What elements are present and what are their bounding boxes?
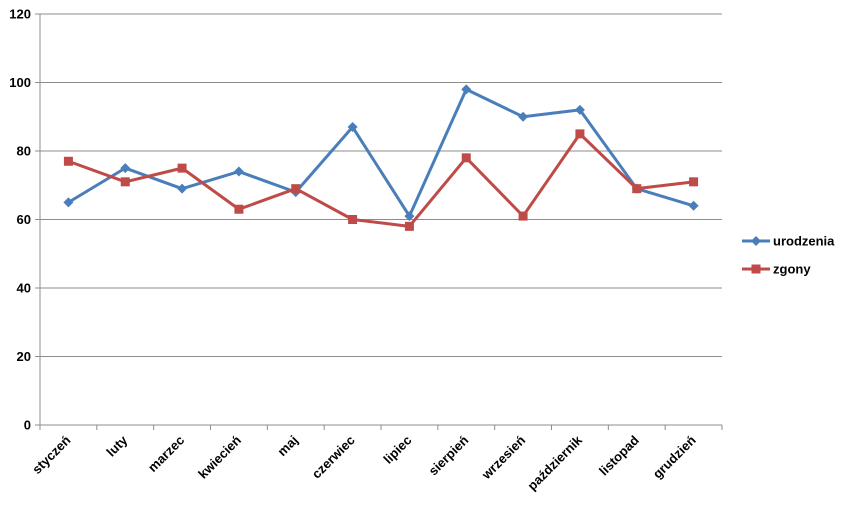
data-point-zgony	[63, 156, 73, 166]
x-tick-label: marzec	[145, 433, 187, 475]
series-line-urodzenia	[67, 87, 695, 218]
x-tick-label: kwiecień	[195, 432, 244, 481]
x-tick-label: sierpień	[426, 432, 472, 478]
data-point-zgony	[348, 215, 358, 224]
data-point-urodzenia	[120, 163, 131, 174]
legend: urodzenia zgony	[742, 234, 835, 277]
x-tick-label: lipiec	[380, 433, 414, 467]
data-point-urodzenia	[404, 211, 415, 222]
data-point-urodzenia	[233, 166, 244, 177]
y-tick-label: 60	[17, 212, 31, 227]
x-tick-label: październik	[524, 432, 585, 493]
x-tick-label: luty	[103, 432, 130, 459]
legend-marker-urodzenia	[751, 236, 761, 246]
legend-marker-zgony	[751, 264, 761, 274]
gridlines	[40, 13, 722, 357]
data-point-urodzenia	[518, 111, 529, 122]
data-point-zgony	[291, 184, 301, 194]
data-point-urodzenia	[461, 84, 472, 95]
data-point-zgony	[575, 129, 585, 139]
x-axis-ticks: styczeń luty marzec kwiecień maj czerwiec lipi…	[29, 425, 723, 493]
x-tick-label: czerwiec	[309, 433, 358, 482]
y-axis-ticks: 0 20 40 60 80 100 120	[9, 7, 40, 433]
y-tick-label: 40	[17, 281, 31, 296]
data-point-zgony	[234, 204, 244, 214]
x-tick-label: styczeń	[29, 432, 73, 476]
data-point-urodzenia	[574, 104, 585, 115]
y-tick-label: 80	[17, 144, 31, 159]
data-point-zgony	[120, 177, 130, 187]
y-tick-label: 100	[9, 75, 31, 90]
series-group	[63, 84, 699, 231]
y-tick-label: 120	[9, 7, 31, 22]
legend-label-zgony: zgony	[773, 262, 811, 277]
data-point-zgony	[461, 153, 471, 163]
data-point-urodzenia	[63, 197, 74, 208]
x-tick-label: grudzień	[650, 432, 699, 481]
x-tick-label: wrzesień	[478, 432, 528, 482]
data-point-urodzenia	[177, 183, 188, 194]
data-point-urodzenia	[347, 122, 358, 133]
legend-label-urodzenia: urodzenia	[773, 234, 835, 249]
y-tick-label: 0	[24, 418, 31, 433]
data-point-zgony	[689, 177, 699, 187]
data-point-zgony	[177, 163, 187, 173]
y-tick-label: 20	[17, 349, 31, 364]
x-tick-label: listopad	[596, 432, 642, 478]
data-point-zgony	[518, 211, 528, 221]
data-point-zgony	[404, 221, 414, 231]
data-point-urodzenia	[688, 200, 699, 211]
data-point-zgony	[632, 184, 642, 194]
x-tick-label: maj	[274, 433, 300, 459]
series-line-zgony	[67, 132, 694, 228]
